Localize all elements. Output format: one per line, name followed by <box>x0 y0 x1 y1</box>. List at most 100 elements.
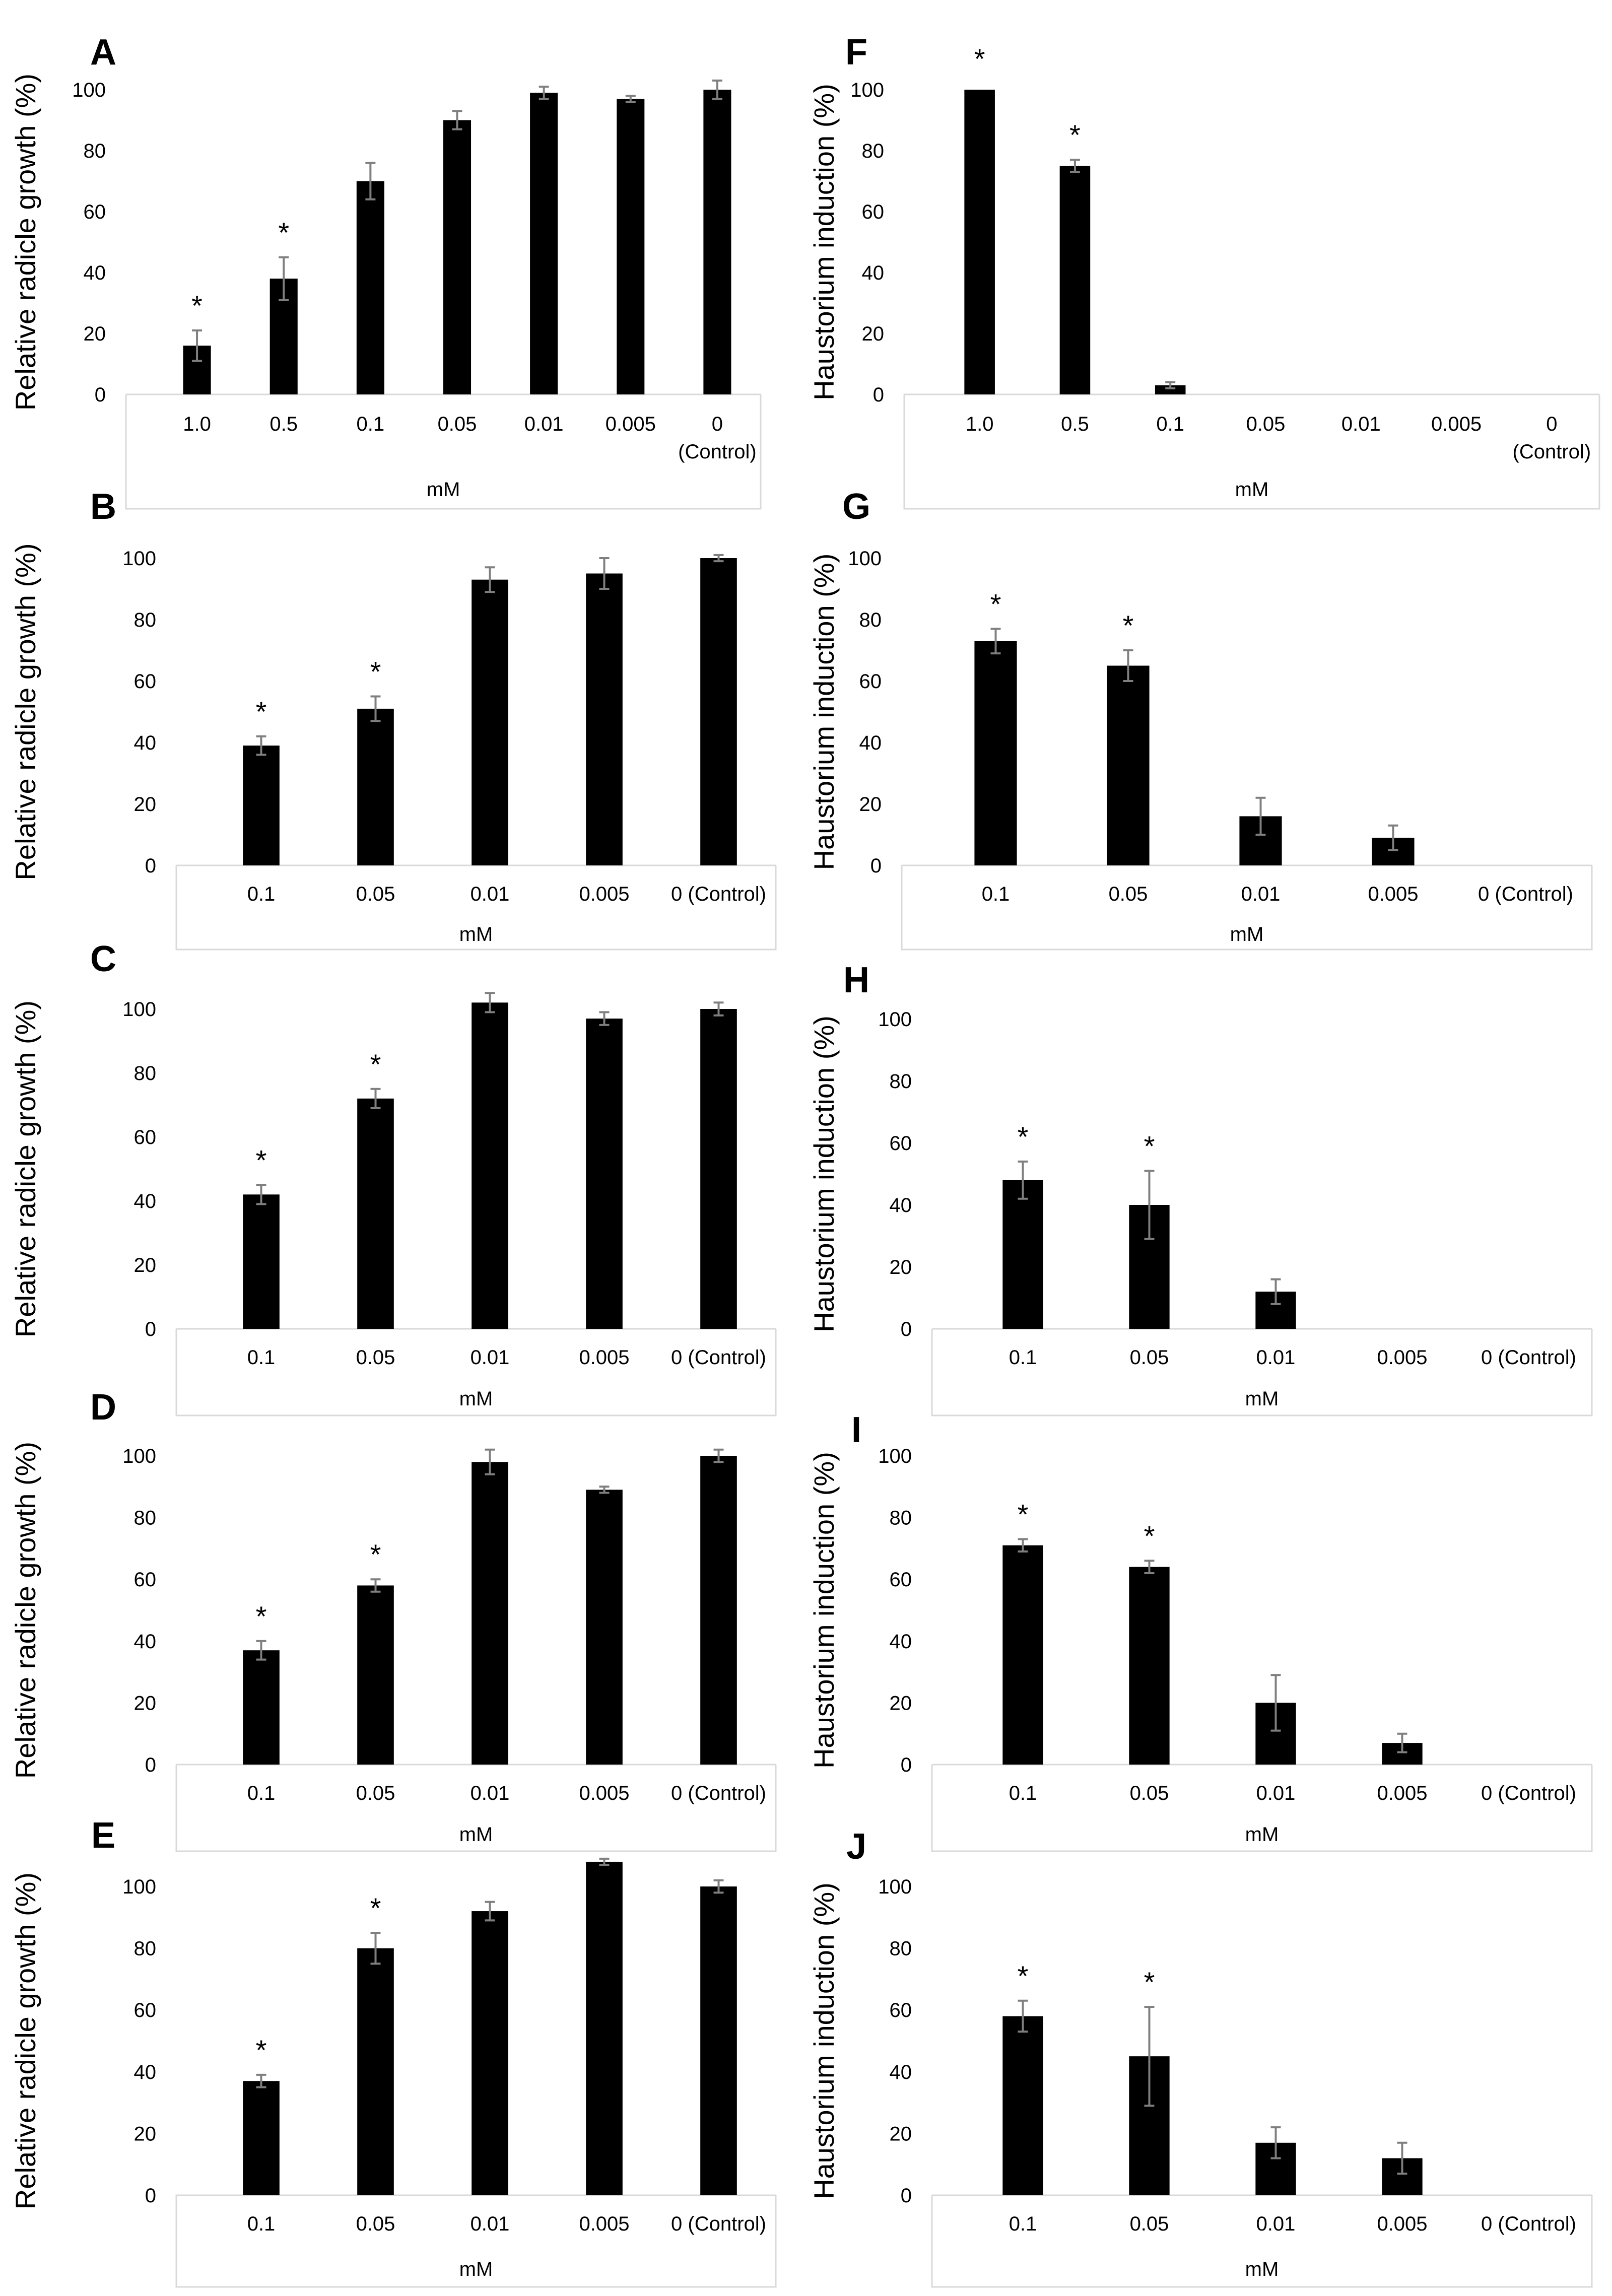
y-tick-label: 0 <box>873 384 884 406</box>
y-tick-label: 100 <box>878 1876 912 1898</box>
y-tick-label: 40 <box>134 1631 157 1653</box>
x-tick-label: (Control) <box>678 441 757 463</box>
y-tick-label: 40 <box>862 262 885 284</box>
error-bar <box>365 162 376 200</box>
y-tick-label: 80 <box>890 1070 912 1093</box>
y-tick-label: 60 <box>134 670 157 693</box>
error-bar <box>713 1879 724 1894</box>
significance-star: * <box>370 1538 381 1570</box>
y-tick-label: 60 <box>134 1126 157 1149</box>
x-axis-label: mM <box>459 1388 493 1410</box>
y-tick-label: 40 <box>134 1190 157 1212</box>
y-tick-label: 20 <box>859 793 882 816</box>
error-bar <box>256 735 266 756</box>
y-axis-label: Haustorium induction (%) <box>808 1882 840 2199</box>
significance-star: * <box>1069 119 1081 151</box>
y-tick-label: 100 <box>878 1008 912 1031</box>
panel-letter: G <box>842 487 870 527</box>
bar <box>356 181 384 394</box>
bar <box>472 1462 508 1765</box>
y-tick-label: 80 <box>134 1507 157 1529</box>
bar <box>1107 665 1150 865</box>
y-tick-label: 80 <box>859 609 882 631</box>
significance-star: * <box>256 1144 267 1176</box>
error-bar <box>279 256 289 301</box>
bar <box>357 1948 394 2195</box>
panel-letter: H <box>843 960 869 1000</box>
y-tick-label: 0 <box>901 2185 912 2207</box>
bar <box>530 93 558 395</box>
x-tick-label: (Control) <box>1513 441 1591 463</box>
x-tick-label: 0.1 <box>357 413 385 435</box>
x-axis-label: mM <box>1245 2258 1279 2280</box>
x-tick-label: 0.05 <box>356 1346 395 1369</box>
bar <box>617 99 645 394</box>
x-tick-label: 0.05 <box>356 883 395 905</box>
y-tick-label: 80 <box>134 1062 157 1085</box>
panel-letter: I <box>851 1410 861 1450</box>
error-bar <box>599 557 610 590</box>
panel-B: B Relative radicle growth (%) 0 20 40 60 80 100… <box>10 487 777 951</box>
axis-frame <box>903 393 1600 510</box>
bar <box>586 1019 623 1329</box>
x-tick-label: 0.005 <box>1377 1346 1427 1369</box>
bar <box>586 1490 623 1765</box>
y-tick-label: 0 <box>145 855 156 877</box>
bar <box>1002 2016 1043 2195</box>
x-tick-label: 0 (Control) <box>671 2213 766 2235</box>
x-axis-label: mM <box>1235 479 1269 501</box>
x-tick-label: 0.1 <box>1009 1782 1037 1804</box>
panel-C: C Relative radicle growth (%) 0 20 40 60 80 100… <box>10 939 777 1416</box>
bar <box>974 641 1017 865</box>
x-tick-label: 0 <box>712 413 723 435</box>
significance-star: * <box>191 290 203 321</box>
x-tick-label: 0.05 <box>356 2213 395 2235</box>
significance-star: * <box>1123 610 1134 641</box>
significance-star: * <box>370 656 381 688</box>
y-tick-label: 20 <box>890 2123 912 2145</box>
y-tick-label: 60 <box>890 1132 912 1155</box>
bar <box>964 90 995 394</box>
y-tick-label: 40 <box>84 262 106 284</box>
y-tick-label: 80 <box>84 140 106 162</box>
error-bar <box>599 1011 610 1026</box>
bar <box>357 1585 394 1765</box>
y-tick-label: 0 <box>95 384 106 406</box>
bar <box>472 579 508 865</box>
x-tick-label: 0.01 <box>1256 1782 1296 1804</box>
y-tick-label: 20 <box>84 323 106 345</box>
y-tick-label: 100 <box>122 548 156 570</box>
x-tick-label: 0.05 <box>1109 883 1148 905</box>
bar <box>586 573 623 865</box>
error-bar <box>485 1448 495 1475</box>
x-tick-label: 0.05 <box>1130 2213 1169 2235</box>
significance-star: * <box>974 43 985 75</box>
panel-letter: E <box>91 1815 115 1856</box>
y-tick-label: 100 <box>122 1445 156 1467</box>
error-bar <box>599 1485 610 1494</box>
y-tick-label: 80 <box>134 609 157 631</box>
x-tick-label: 0 (Control) <box>671 1782 766 1804</box>
error-bar <box>370 1931 381 1965</box>
significance-star: * <box>1144 1130 1155 1162</box>
x-tick-label: 0.005 <box>1377 2213 1427 2235</box>
panel-A: A Relative radicle growth (%) 0 20 40 60 80 100… <box>10 32 762 510</box>
error-bar <box>256 1184 266 1205</box>
x-tick-label: 0.01 <box>471 1782 510 1804</box>
y-tick-label: 80 <box>890 1938 912 1960</box>
y-tick-label: 60 <box>890 1569 912 1591</box>
x-tick-label: 0.1 <box>247 1782 276 1804</box>
bar <box>1002 1545 1043 1765</box>
bar <box>357 708 394 865</box>
significance-star: * <box>256 1600 267 1632</box>
bar <box>472 1911 508 2195</box>
y-axis-label: Haustorium induction (%) <box>808 1016 840 1332</box>
y-tick-label: 100 <box>72 79 106 101</box>
x-tick-label: 0 (Control) <box>671 1346 766 1369</box>
bar <box>243 746 280 865</box>
x-tick-label: 0 (Control) <box>1478 883 1573 905</box>
error-bar <box>1255 796 1266 836</box>
error-bar <box>1069 159 1080 173</box>
x-tick-label: 0.1 <box>247 1346 276 1369</box>
